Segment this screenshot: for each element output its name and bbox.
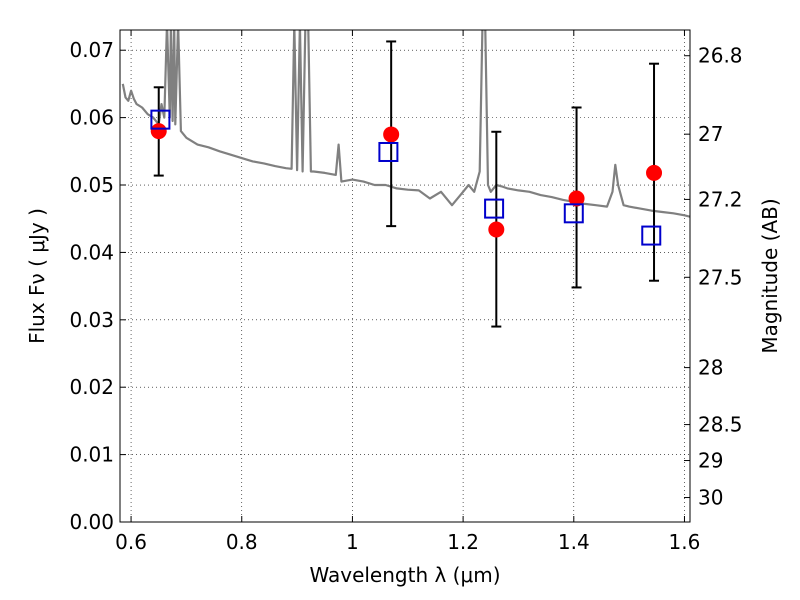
model-band-square <box>641 225 662 246</box>
x-tick-label: 1.4 <box>558 530 590 554</box>
x-tick-label: 0.6 <box>115 530 147 554</box>
right-tick-label: 27.2 <box>698 187 743 211</box>
y-tick-label: 0.07 <box>69 38 114 62</box>
y-tick-label: 0.05 <box>69 173 114 197</box>
y-tick-label: 0.00 <box>69 510 114 534</box>
right-tick-label: 29 <box>698 449 723 473</box>
right-tick-label: 30 <box>698 486 723 510</box>
observed-point <box>488 221 505 238</box>
model-band-points <box>150 109 662 246</box>
observed-point <box>646 164 663 181</box>
model-band-square <box>484 198 505 219</box>
y-tick-label: 0.01 <box>69 443 114 467</box>
x-axis-title: Wavelength λ (μm) <box>309 563 500 587</box>
right-tick-label: 28.5 <box>698 413 743 437</box>
right-tick-label: 26.8 <box>698 44 743 68</box>
x-tick-label: 1.6 <box>669 530 701 554</box>
y-tick-label: 0.06 <box>69 106 114 130</box>
right-axis-title: Magnitude (AB) <box>758 198 782 353</box>
y-tick-label: 0.04 <box>69 240 114 264</box>
x-axis-ticks: 0.6 0.8 1 1.2 1.4 1.6 <box>115 30 700 554</box>
right-tick-label: 27 <box>698 122 723 146</box>
observed-point <box>150 123 167 140</box>
x-tick-label: 1 <box>346 530 359 554</box>
model-band-square <box>150 109 171 130</box>
right-tick-label: 28 <box>698 356 723 380</box>
y-tick-label: 0.03 <box>69 308 114 332</box>
observed-point <box>383 126 400 143</box>
y-tick-label: 0.02 <box>69 375 114 399</box>
y-axis-title: Flux Fν ( μJy ) <box>25 208 49 344</box>
x-tick-label: 0.8 <box>226 530 258 554</box>
model-band-square <box>378 141 399 162</box>
plot-frame <box>119 29 691 523</box>
observed-points <box>150 123 663 238</box>
right-axis-ticks: 26.8 27 27.2 27.5 28 28.5 29 30 <box>684 44 743 510</box>
x-tick-label: 1.2 <box>447 530 479 554</box>
y-axis-ticks: 0.00 0.01 0.02 0.03 0.04 0.05 0.06 0.07 <box>69 38 126 534</box>
model-band-square <box>563 203 584 224</box>
right-tick-label: 27.5 <box>698 265 743 289</box>
observed-point <box>568 190 585 207</box>
